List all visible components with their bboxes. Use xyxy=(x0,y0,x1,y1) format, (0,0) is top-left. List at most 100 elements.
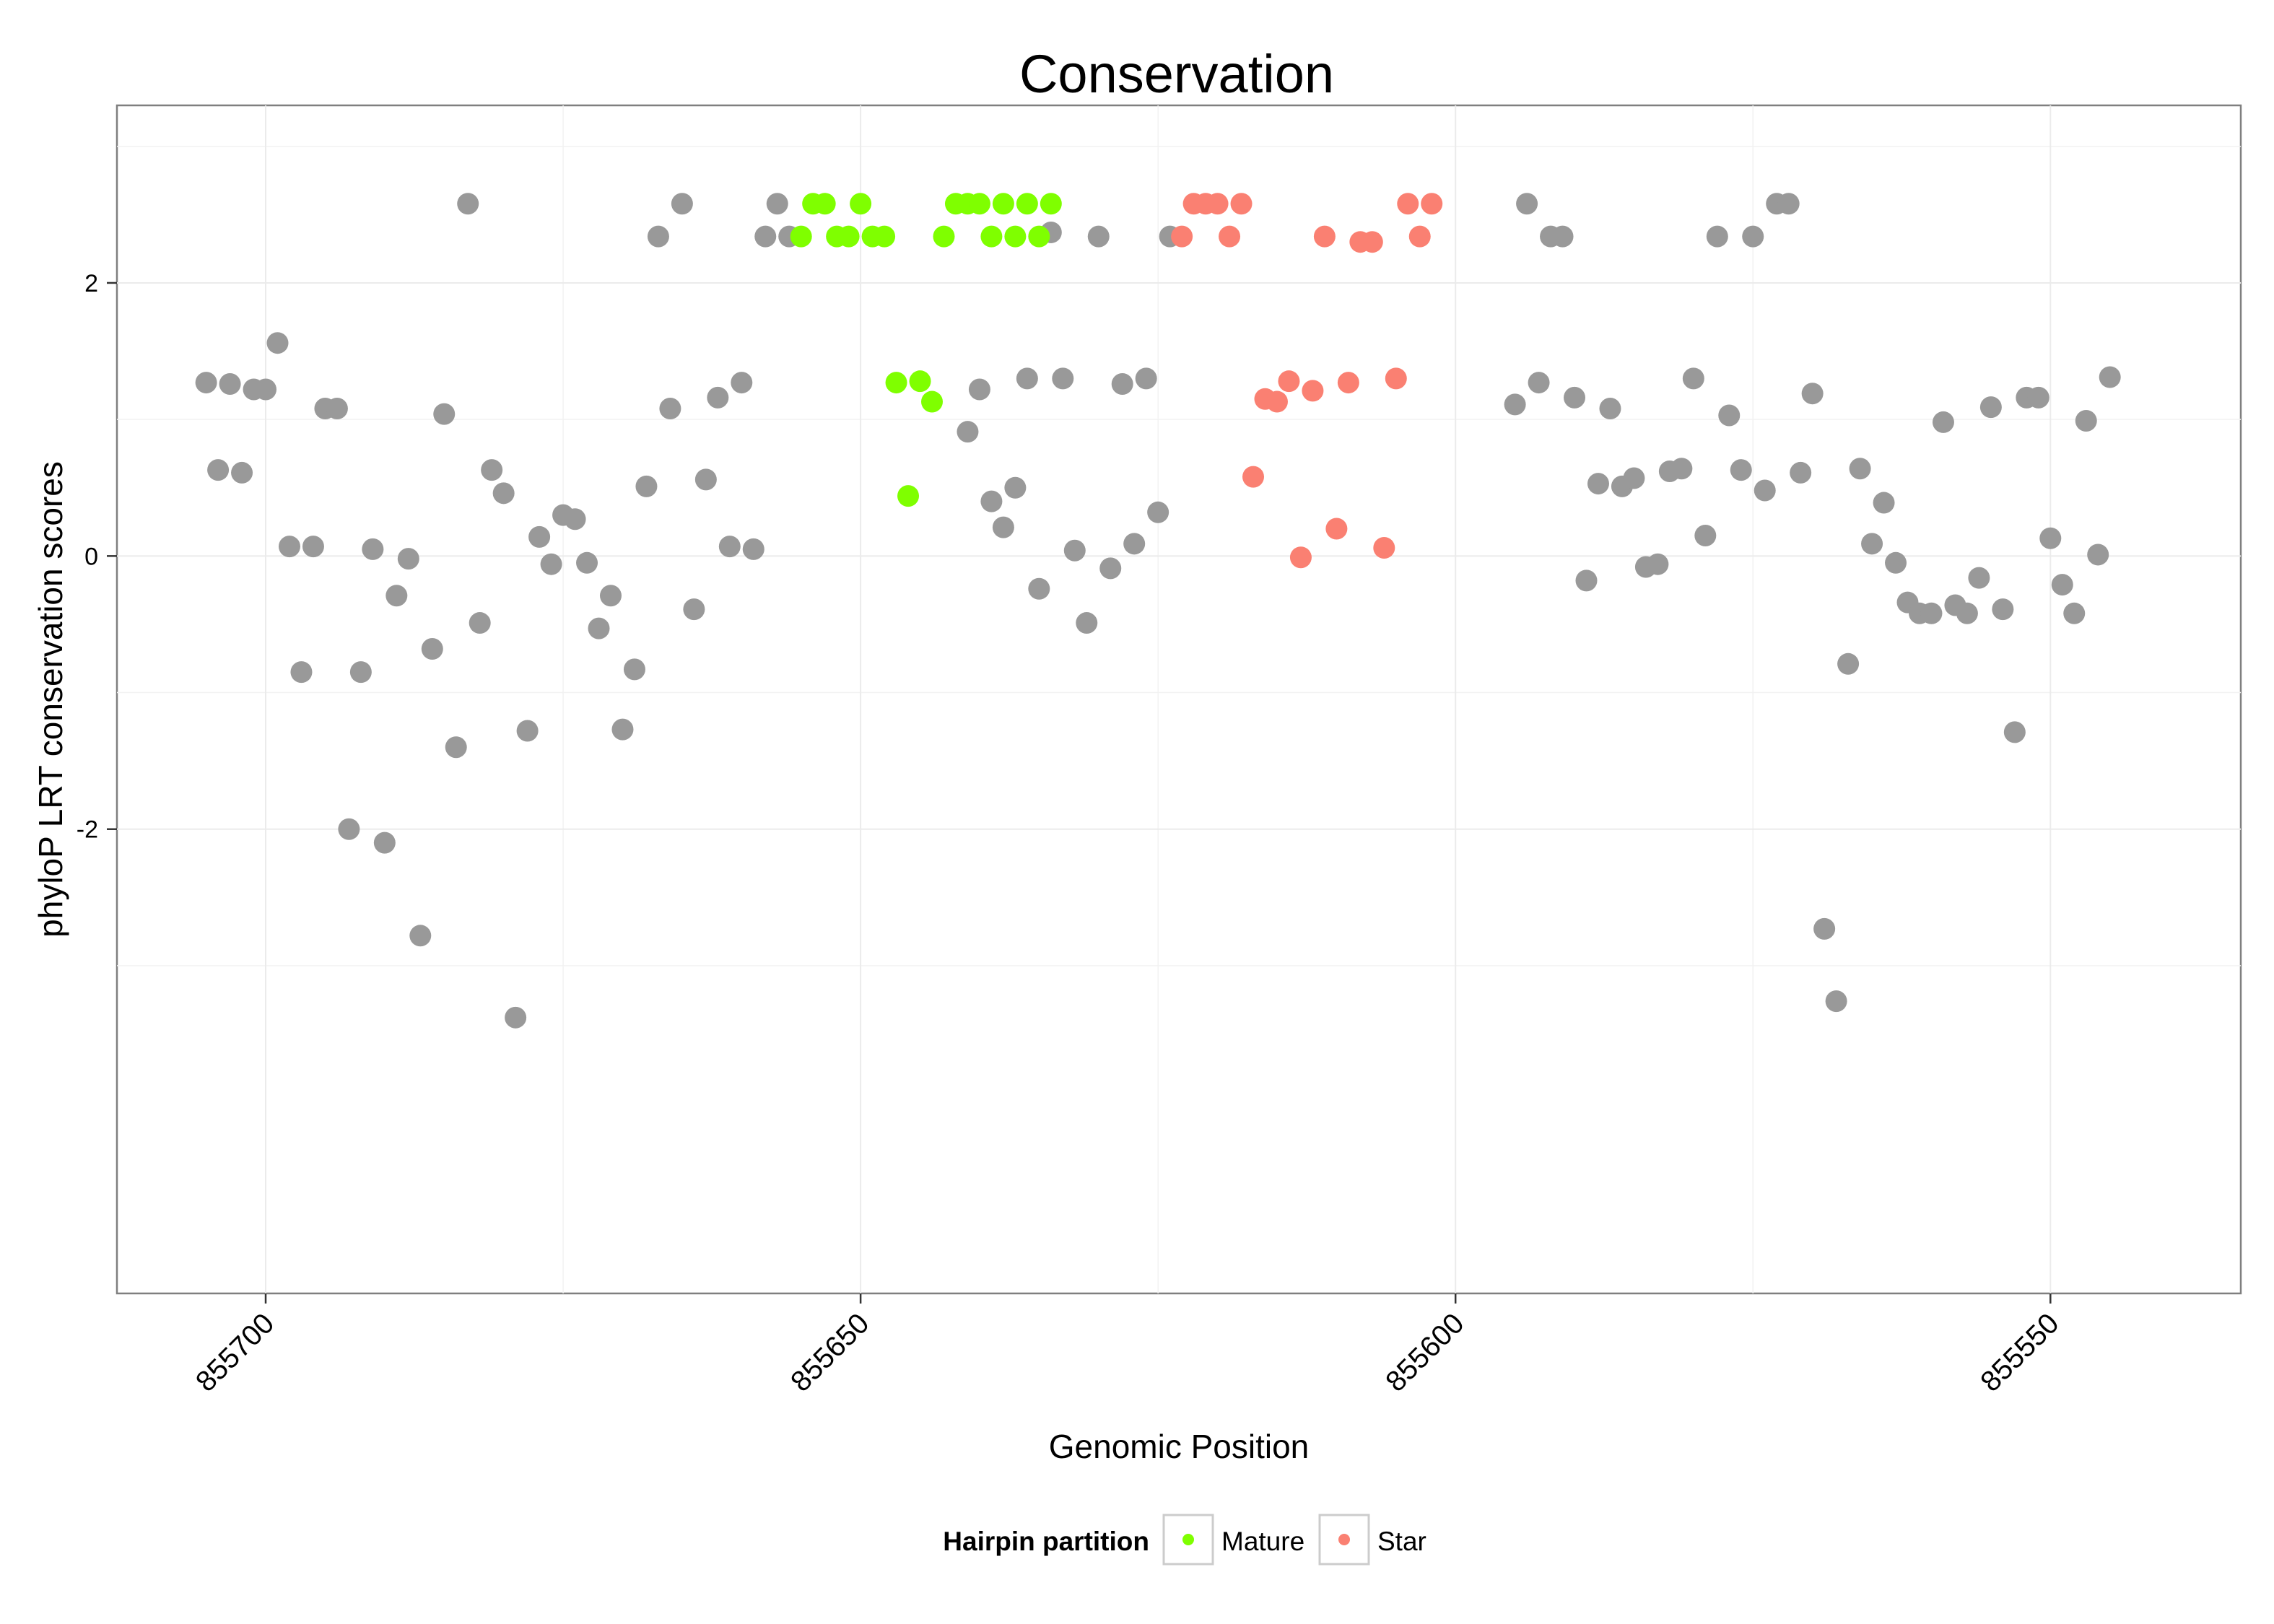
point-other-66 xyxy=(1147,501,1169,523)
point-other-36 xyxy=(623,658,645,681)
x-tick-label-3: 855550 xyxy=(1974,1307,2065,1398)
point-mature-5 xyxy=(850,193,872,215)
point-mature-7 xyxy=(874,225,896,248)
point-other-52 xyxy=(980,490,1003,512)
point-other-69 xyxy=(1516,193,1538,215)
point-star-0 xyxy=(1171,225,1193,248)
point-other-20 xyxy=(433,403,456,425)
point-star-3 xyxy=(1206,193,1229,215)
point-other-22 xyxy=(457,193,479,215)
point-star-21 xyxy=(1421,193,1443,215)
point-other-97 xyxy=(1849,458,1871,480)
point-other-99 xyxy=(1873,492,1895,514)
point-other-96 xyxy=(1837,652,1860,675)
point-star-20 xyxy=(1408,225,1431,248)
point-other-3 xyxy=(231,461,253,484)
point-other-9 xyxy=(302,536,324,558)
point-other-106 xyxy=(1956,602,1978,624)
point-other-23 xyxy=(469,612,491,634)
point-other-62 xyxy=(1099,557,1122,580)
point-other-5 xyxy=(255,378,277,401)
y-tick-label-2: 2 xyxy=(84,270,98,297)
point-other-46 xyxy=(742,538,764,560)
x-tick-label-0: 855700 xyxy=(190,1307,281,1398)
point-other-94 xyxy=(1813,917,1836,940)
point-other-88 xyxy=(1742,225,1764,248)
point-star-13 xyxy=(1325,518,1348,540)
point-other-100 xyxy=(1885,551,1907,574)
point-star-6 xyxy=(1242,466,1265,488)
x-tick-label-2: 855600 xyxy=(1380,1307,1471,1398)
point-other-73 xyxy=(1564,386,1586,409)
y-tick-label-1: 0 xyxy=(84,543,98,570)
point-other-27 xyxy=(516,720,539,742)
legend: Hairpin partition Mature Star xyxy=(943,1514,1426,1566)
point-star-17 xyxy=(1373,536,1395,559)
point-mature-18 xyxy=(1004,225,1027,248)
point-other-70 xyxy=(1528,372,1550,394)
point-other-82 xyxy=(1670,458,1693,480)
point-other-14 xyxy=(362,538,384,560)
point-other-29 xyxy=(540,553,562,575)
point-mature-20 xyxy=(1028,225,1050,248)
point-other-18 xyxy=(409,925,432,947)
point-other-54 xyxy=(1004,476,1027,499)
point-mature-19 xyxy=(1016,193,1038,215)
point-other-63 xyxy=(1111,372,1133,395)
point-other-80 xyxy=(1647,553,1669,575)
chart-title: Conservation xyxy=(1019,44,1334,104)
point-star-5 xyxy=(1230,193,1253,215)
point-star-18 xyxy=(1385,367,1407,390)
point-mature-11 xyxy=(921,390,944,413)
point-other-91 xyxy=(1777,193,1800,215)
point-other-40 xyxy=(671,193,693,215)
point-other-43 xyxy=(707,386,729,409)
x-tick-label-1: 855650 xyxy=(785,1307,876,1398)
point-mature-9 xyxy=(897,485,920,507)
legend-key-star xyxy=(1318,1514,1370,1566)
point-other-55 xyxy=(1016,367,1038,390)
point-mature-2 xyxy=(814,193,836,215)
point-other-38 xyxy=(647,225,669,248)
series-star xyxy=(1171,193,1443,569)
point-other-53 xyxy=(992,516,1014,538)
point-other-41 xyxy=(683,598,705,621)
point-other-44 xyxy=(718,536,741,558)
point-mature-15 xyxy=(968,193,990,215)
point-other-109 xyxy=(1992,598,2014,621)
point-other-112 xyxy=(2027,386,2049,409)
point-other-104 xyxy=(1932,411,1954,433)
point-other-75 xyxy=(1587,473,1609,495)
point-other-12 xyxy=(338,818,360,840)
point-other-15 xyxy=(373,831,396,854)
point-star-9 xyxy=(1278,370,1300,393)
point-other-64 xyxy=(1123,533,1146,555)
point-other-24 xyxy=(481,459,503,481)
legend-title: Hairpin partition xyxy=(943,1527,1149,1556)
point-other-48 xyxy=(766,193,788,215)
point-other-85 xyxy=(1706,225,1728,248)
point-other-116 xyxy=(2075,410,2097,432)
point-other-35 xyxy=(611,718,634,741)
point-other-1 xyxy=(207,459,230,481)
point-other-51 xyxy=(968,378,990,401)
point-other-26 xyxy=(505,1006,527,1029)
point-other-93 xyxy=(1801,383,1824,405)
point-other-45 xyxy=(731,372,753,394)
point-other-17 xyxy=(397,548,419,570)
point-mature-0 xyxy=(790,225,812,248)
y-axis: -2 0 2 xyxy=(77,270,117,844)
point-other-34 xyxy=(599,585,622,607)
grid-lines xyxy=(117,105,2241,1293)
point-other-56 xyxy=(1028,577,1050,600)
point-other-84 xyxy=(1694,524,1717,546)
legend-marker-mature xyxy=(1182,1534,1194,1545)
point-mature-17 xyxy=(992,193,1014,215)
point-other-61 xyxy=(1087,225,1110,248)
point-other-32 xyxy=(576,551,598,574)
point-other-2 xyxy=(219,372,241,395)
point-other-39 xyxy=(659,398,681,420)
point-other-0 xyxy=(195,372,217,394)
point-other-21 xyxy=(445,736,467,759)
point-other-108 xyxy=(1979,396,2002,419)
